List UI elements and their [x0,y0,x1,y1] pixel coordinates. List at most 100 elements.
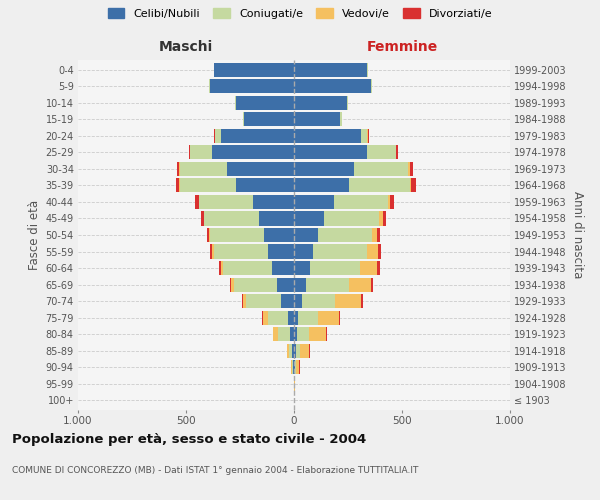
Bar [236,96,294,110]
Bar [230,278,231,291]
Bar [294,212,324,226]
Bar [295,360,296,374]
Bar [206,228,209,242]
Bar [210,80,294,94]
Bar [294,310,298,324]
Bar [326,327,328,341]
Bar [308,344,310,357]
Bar [292,360,293,374]
Bar [349,178,410,192]
Bar [231,278,233,291]
Bar [411,178,416,192]
Bar [273,327,274,341]
Bar [294,294,302,308]
Legend: Celibi/Nubili, Coniugati/e, Vedovi/e, Divorziati/e: Celibi/Nubili, Coniugati/e, Vedovi/e, Di… [108,8,492,19]
Bar [289,344,292,357]
Bar [324,212,379,226]
Bar [287,344,289,357]
Bar [293,360,294,374]
Bar [201,212,204,226]
Bar [410,162,413,176]
Bar [212,244,214,258]
Bar [294,129,361,143]
Bar [383,212,386,226]
Bar [268,244,294,258]
Bar [212,146,294,160]
Bar [214,129,215,143]
Bar [318,310,340,324]
Text: COMUNE DI CONCOREZZO (MB) - Dati ISTAT 1° gennaio 2004 - Elaborazione TUTTITALIA: COMUNE DI CONCOREZZO (MB) - Dati ISTAT 1… [12,466,418,475]
Bar [409,162,410,176]
Bar [298,310,318,324]
Bar [262,310,263,324]
Bar [264,228,294,242]
Bar [227,162,294,176]
Bar [294,360,295,374]
Bar [367,146,395,160]
Bar [214,244,268,258]
Bar [219,261,221,275]
Bar [297,327,309,341]
Bar [263,310,268,324]
Bar [349,278,371,291]
Bar [253,195,294,209]
Bar [340,112,341,126]
Bar [294,146,367,160]
Bar [179,162,227,176]
Bar [313,244,367,258]
Bar [278,327,290,341]
Bar [277,278,294,291]
Bar [310,261,360,275]
Bar [244,112,294,126]
Bar [223,261,272,275]
Bar [302,294,335,308]
Bar [294,278,306,291]
Bar [294,162,355,176]
Bar [214,63,294,77]
Bar [361,294,362,308]
Bar [236,178,294,192]
Text: Popolazione per età, sesso e stato civile - 2004: Popolazione per età, sesso e stato civil… [12,432,366,446]
Bar [367,244,378,258]
Bar [371,278,373,291]
Text: Femmine: Femmine [367,40,437,54]
Bar [396,146,398,160]
Bar [209,228,210,242]
Bar [272,261,294,275]
Bar [294,63,367,77]
Bar [294,195,334,209]
Bar [292,344,294,357]
Bar [294,80,371,94]
Bar [247,294,281,308]
Bar [243,294,247,308]
Bar [294,261,310,275]
Bar [309,327,326,341]
Bar [176,178,179,192]
Bar [177,162,179,176]
Bar [287,310,294,324]
Bar [388,195,390,209]
Bar [190,146,212,160]
Bar [294,344,296,357]
Bar [242,294,243,308]
Bar [361,129,367,143]
Bar [294,228,318,242]
Y-axis label: Anni di nascita: Anni di nascita [571,192,584,278]
Y-axis label: Fasce di età: Fasce di età [28,200,41,270]
Bar [296,360,299,374]
Bar [210,244,212,258]
Bar [294,178,349,192]
Bar [209,80,210,94]
Bar [306,278,349,291]
Bar [233,278,277,291]
Bar [294,327,297,341]
Bar [296,344,300,357]
Bar [390,195,394,209]
Bar [334,195,388,209]
Bar [355,162,409,176]
Bar [410,178,411,192]
Bar [259,212,294,226]
Bar [291,360,292,374]
Bar [221,261,223,275]
Bar [235,96,236,110]
